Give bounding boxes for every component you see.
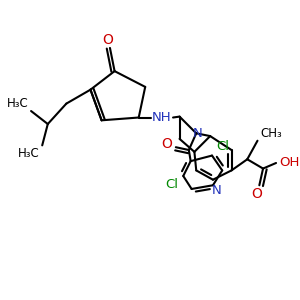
Text: NH: NH [152,111,172,124]
Text: N: N [192,127,202,140]
Text: CH₃: CH₃ [260,127,282,140]
Text: Cl: Cl [217,140,230,153]
Text: O: O [103,33,113,46]
Text: Cl: Cl [166,178,178,191]
Text: N: N [212,184,221,197]
Text: H₃C: H₃C [7,97,28,110]
Text: H₃C: H₃C [18,147,39,160]
Text: OH: OH [279,156,299,169]
Text: O: O [161,137,172,152]
Text: O: O [251,187,262,201]
